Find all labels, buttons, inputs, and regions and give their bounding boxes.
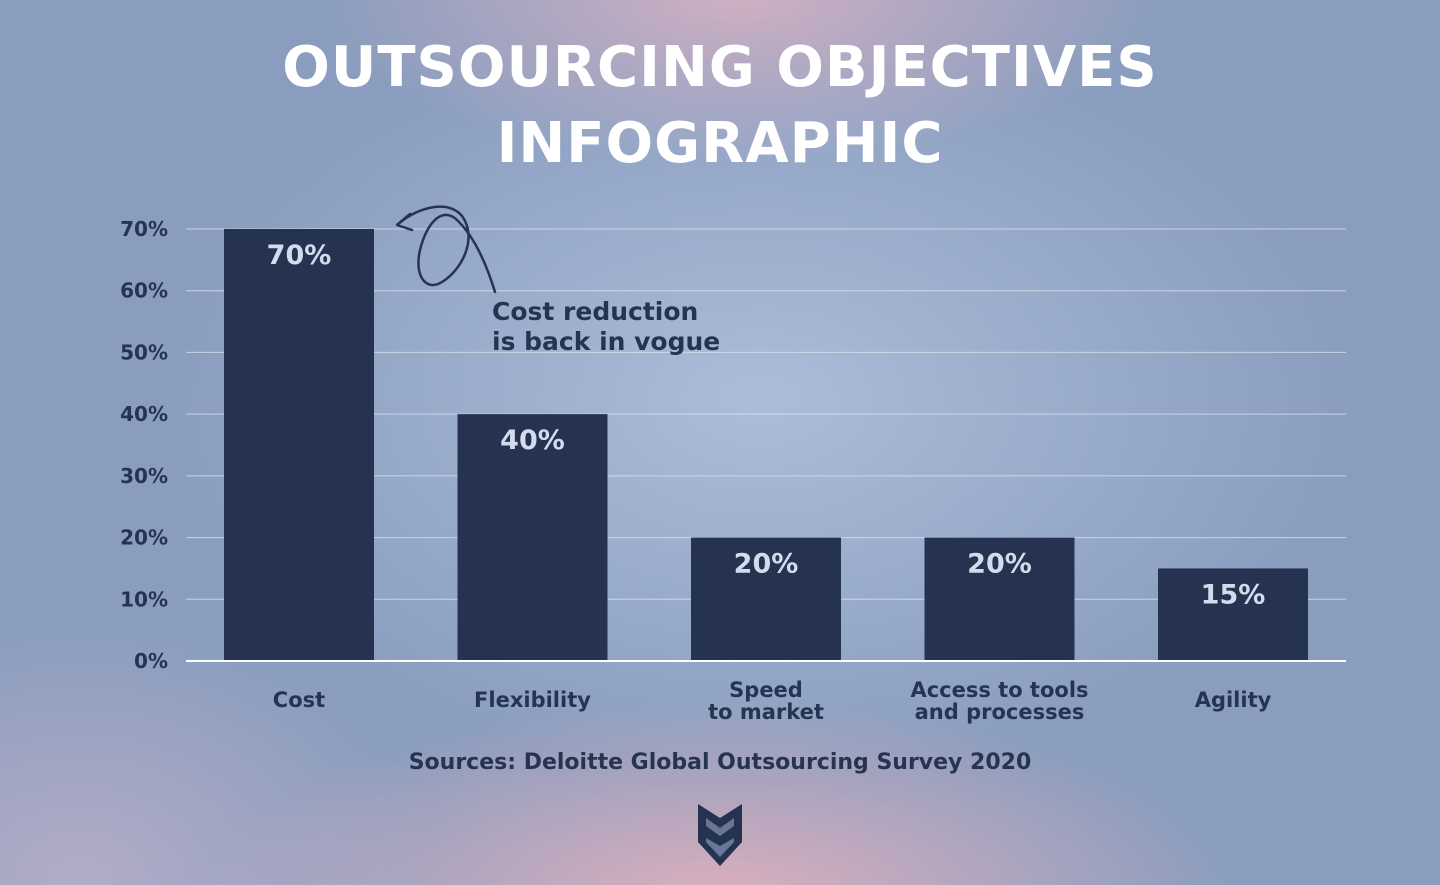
x-category-label: Flexibility <box>474 688 591 712</box>
x-category-label: Agility <box>1195 688 1272 712</box>
x-category-label-line: Agility <box>1195 688 1272 712</box>
x-category-label-line: Cost <box>273 688 325 712</box>
x-category-label-line: and processes <box>915 700 1085 724</box>
annotation-line-2: is back in vogue <box>492 327 721 356</box>
annotation-line-1: Cost reduction <box>492 297 699 326</box>
y-tick-label: 0% <box>134 649 168 673</box>
x-category-label-line: to market <box>708 700 824 724</box>
x-category-label: Speed to market <box>708 678 824 724</box>
y-tick-label: 70% <box>120 217 168 241</box>
y-tick-label: 20% <box>120 526 168 550</box>
x-category-label-line: Access to tools <box>910 678 1088 702</box>
annotation: Cost reduction is back in vogue <box>492 297 720 357</box>
gridlines <box>186 228 1346 600</box>
arrowhead-icon <box>395 212 414 232</box>
bar <box>691 537 841 661</box>
x-category-label-line: Flexibility <box>474 688 591 712</box>
data-label: 20% <box>967 549 1032 580</box>
y-tick-label: 40% <box>120 402 168 426</box>
y-axis-ticks: 0% 10% 20% 30% 40% 50% 60% 70% <box>120 217 168 673</box>
bars <box>224 229 1308 661</box>
y-tick-label: 30% <box>120 464 168 488</box>
data-label: 40% <box>500 425 565 456</box>
y-tick-label: 50% <box>120 340 168 364</box>
data-label: 15% <box>1201 579 1266 610</box>
bar <box>1158 568 1308 661</box>
x-category-label: Access to tools and processes <box>910 678 1088 724</box>
x-axis-categories: Cost Flexibility Speed to market Access to t… <box>273 678 1272 724</box>
data-label: 20% <box>734 549 799 580</box>
chart-title-line-1: OUTSOURCING OBJECTIVES <box>282 35 1158 100</box>
data-labels: 70% 40% 20% 20% 15% <box>267 240 1266 610</box>
chart-title-line-2: INFOGRAPHIC <box>496 111 944 176</box>
y-tick-label: 60% <box>120 279 168 303</box>
x-category-label: Cost <box>273 688 325 712</box>
curly-arrow-icon <box>396 205 497 294</box>
bar <box>224 229 374 661</box>
data-label: 70% <box>267 240 332 271</box>
x-category-label-line: Speed <box>729 678 803 702</box>
bar <box>924 537 1075 661</box>
y-tick-label: 10% <box>120 587 168 611</box>
bar <box>457 414 608 661</box>
sm-shield-logo-icon <box>698 804 742 866</box>
source-note: Sources: Deloitte Global Outsourcing Sur… <box>408 750 1032 775</box>
